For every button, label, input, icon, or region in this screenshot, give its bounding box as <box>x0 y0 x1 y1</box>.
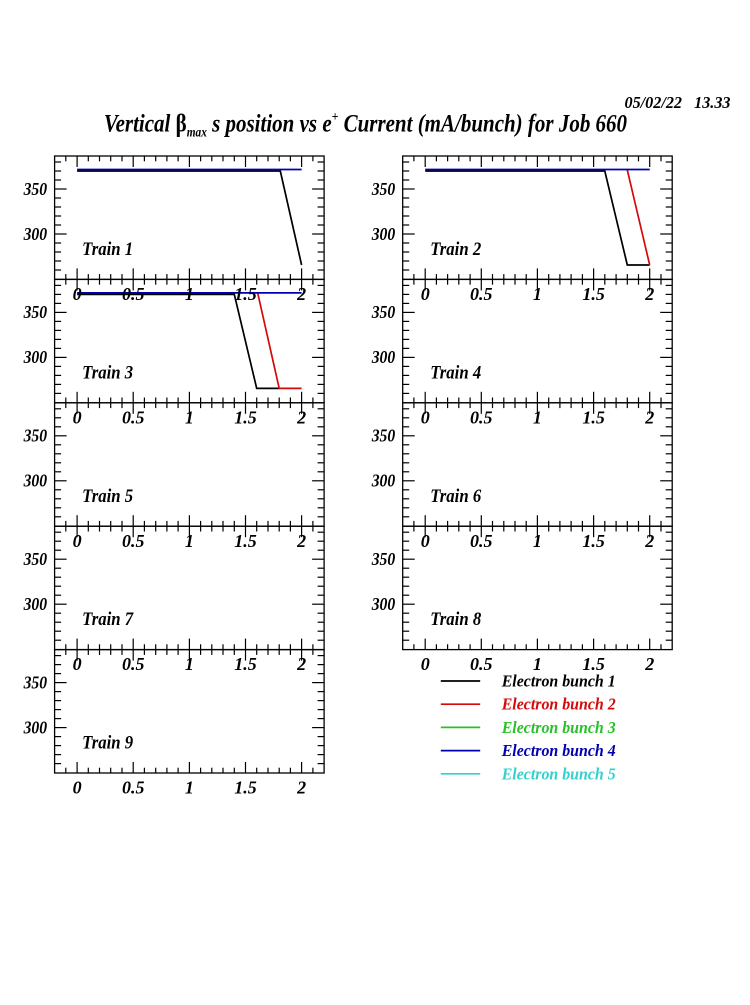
svg-text:0.5: 0.5 <box>122 284 145 304</box>
svg-text:1: 1 <box>533 284 542 304</box>
svg-text:0.5: 0.5 <box>122 407 145 427</box>
svg-text:Vertical βmax s position vs e+: Vertical βmax s position vs e+ Current (… <box>104 108 628 140</box>
svg-text:Train 7: Train 7 <box>82 609 134 630</box>
svg-text:2: 2 <box>296 284 306 304</box>
svg-text:Electron bunch 4: Electron bunch 4 <box>501 741 616 760</box>
svg-text:1.5: 1.5 <box>234 778 257 798</box>
svg-text:0.5: 0.5 <box>470 407 493 427</box>
svg-text:2: 2 <box>296 407 306 427</box>
svg-text:1: 1 <box>533 407 542 427</box>
svg-text:0.5: 0.5 <box>122 531 145 551</box>
svg-text:1: 1 <box>185 531 194 551</box>
svg-text:0: 0 <box>73 531 82 551</box>
svg-text:1.5: 1.5 <box>582 407 605 427</box>
svg-text:2: 2 <box>644 531 654 551</box>
svg-text:300: 300 <box>23 224 47 244</box>
svg-text:2: 2 <box>296 778 306 798</box>
svg-text:0: 0 <box>73 654 82 674</box>
svg-text:1.5: 1.5 <box>234 284 257 304</box>
svg-text:Train 2: Train 2 <box>430 239 481 260</box>
svg-text:2: 2 <box>296 654 306 674</box>
svg-text:0.5: 0.5 <box>122 654 145 674</box>
svg-text:1: 1 <box>185 284 194 304</box>
svg-text:300: 300 <box>371 347 395 367</box>
svg-text:0: 0 <box>73 407 82 427</box>
svg-text:300: 300 <box>23 471 47 491</box>
svg-text:Electron bunch 1: Electron bunch 1 <box>501 672 616 691</box>
svg-text:Electron bunch 5: Electron bunch 5 <box>501 764 616 783</box>
svg-text:0: 0 <box>73 778 82 798</box>
svg-text:05/02/22 13.33: 05/02/22 13.33 <box>625 93 731 112</box>
svg-text:350: 350 <box>371 549 395 569</box>
svg-text:350: 350 <box>23 672 47 692</box>
svg-text:350: 350 <box>23 549 47 569</box>
svg-text:2: 2 <box>644 407 654 427</box>
svg-text:350: 350 <box>23 302 47 322</box>
svg-text:1.5: 1.5 <box>582 284 605 304</box>
svg-text:1.5: 1.5 <box>234 654 257 674</box>
svg-text:Electron bunch 3: Electron bunch 3 <box>501 718 616 737</box>
svg-text:0.5: 0.5 <box>470 654 493 674</box>
svg-text:Train 1: Train 1 <box>82 239 133 260</box>
svg-text:300: 300 <box>23 347 47 367</box>
svg-text:300: 300 <box>371 594 395 614</box>
svg-text:300: 300 <box>23 717 47 737</box>
svg-text:0: 0 <box>421 531 430 551</box>
svg-text:Train 4: Train 4 <box>430 362 481 383</box>
svg-text:Electron bunch 2: Electron bunch 2 <box>501 695 616 714</box>
svg-text:Train 8: Train 8 <box>430 609 481 630</box>
svg-text:0: 0 <box>73 284 82 304</box>
svg-text:0.5: 0.5 <box>470 284 493 304</box>
svg-text:300: 300 <box>371 224 395 244</box>
svg-text:Train 9: Train 9 <box>82 733 133 754</box>
svg-text:1: 1 <box>185 407 194 427</box>
svg-text:0: 0 <box>421 407 430 427</box>
svg-text:1: 1 <box>185 654 194 674</box>
svg-text:1.5: 1.5 <box>582 531 605 551</box>
svg-text:1: 1 <box>533 654 542 674</box>
svg-text:Train 6: Train 6 <box>430 486 481 507</box>
svg-text:350: 350 <box>23 179 47 199</box>
svg-text:1: 1 <box>533 531 542 551</box>
svg-text:0: 0 <box>421 284 430 304</box>
svg-text:0.5: 0.5 <box>122 778 145 798</box>
svg-text:Train 5: Train 5 <box>82 486 133 507</box>
svg-text:1: 1 <box>185 778 194 798</box>
svg-text:Train 3: Train 3 <box>82 362 133 383</box>
svg-text:300: 300 <box>371 471 395 491</box>
svg-text:2: 2 <box>644 284 654 304</box>
svg-text:350: 350 <box>371 426 395 446</box>
svg-text:350: 350 <box>23 426 47 446</box>
svg-text:1.5: 1.5 <box>582 654 605 674</box>
svg-text:350: 350 <box>371 179 395 199</box>
svg-text:2: 2 <box>644 654 654 674</box>
svg-text:1.5: 1.5 <box>234 531 257 551</box>
svg-text:0: 0 <box>421 654 430 674</box>
svg-text:2: 2 <box>296 531 306 551</box>
svg-text:300: 300 <box>23 594 47 614</box>
svg-text:350: 350 <box>371 302 395 322</box>
svg-text:1.5: 1.5 <box>234 407 257 427</box>
svg-text:0.5: 0.5 <box>470 531 493 551</box>
